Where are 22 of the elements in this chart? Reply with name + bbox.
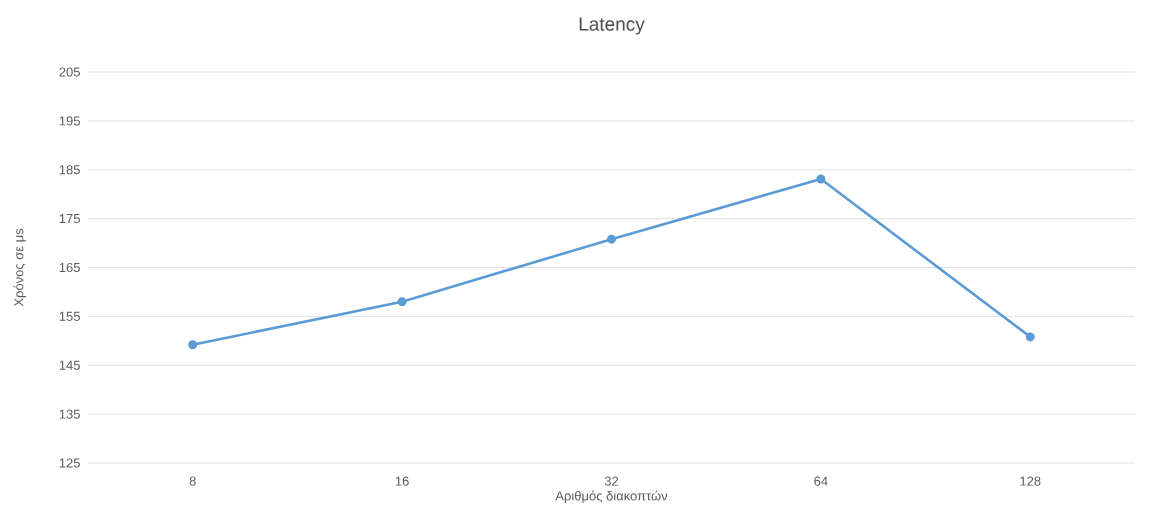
x-tick-label: 128 [1020, 476, 1041, 486]
y-tick-label: 165 [59, 262, 80, 273]
y-tick-label: 145 [59, 360, 80, 370]
y-tick-label: 125 [59, 458, 80, 468]
y-axis-title: Χρόνος σε μs [13, 228, 26, 307]
point [188, 340, 198, 350]
x-tick-label: 8 [189, 476, 196, 486]
x-tick-label: 64 [814, 476, 828, 486]
chart-title: Latency [579, 17, 645, 35]
x-tick-label: 16 [395, 476, 409, 486]
point [397, 297, 407, 307]
y-tick-label: 175 [59, 214, 80, 224]
y-tick-label: 185 [59, 165, 80, 175]
y-tick-label: 135 [59, 409, 80, 419]
y-tick-label: 205 [59, 67, 80, 77]
point [816, 174, 826, 184]
y-tick-label: 195 [59, 116, 80, 126]
x-tick-label: 32 [604, 476, 619, 486]
x-axis-title: Αριθμός διακοπτών [555, 490, 668, 504]
point [1025, 332, 1035, 342]
y-tick-label: 155 [59, 311, 80, 321]
point [606, 234, 616, 244]
